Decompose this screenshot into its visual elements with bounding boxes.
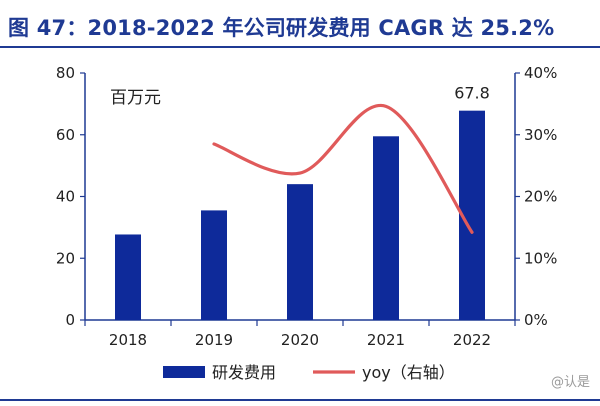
figure-title-text: 图 47：2018-2022 年公司研发费用 CAGR 达 25.2% bbox=[8, 16, 555, 40]
left-tick-label: 60 bbox=[56, 126, 75, 144]
right-tick-label: 0% bbox=[524, 311, 548, 329]
left-tick-label: 40 bbox=[56, 188, 75, 206]
x-tick-label: 2022 bbox=[453, 331, 491, 349]
right-tick-label: 40% bbox=[524, 64, 557, 82]
legend-bar-swatch bbox=[163, 366, 205, 378]
x-tick-label: 2018 bbox=[109, 331, 147, 349]
right-tick-label: 30% bbox=[524, 126, 557, 144]
x-tick-label: 2019 bbox=[195, 331, 233, 349]
left-tick-label: 0 bbox=[65, 311, 75, 329]
footer-divider bbox=[0, 399, 600, 401]
bar-2019 bbox=[201, 210, 227, 320]
right-tick-label: 20% bbox=[524, 188, 557, 206]
legend-line-label: yoy（右轴） bbox=[362, 363, 455, 382]
unit-label: 百万元 bbox=[110, 88, 161, 108]
bar-2020 bbox=[287, 184, 313, 320]
bar-2018 bbox=[115, 234, 141, 320]
left-tick-label: 20 bbox=[56, 249, 75, 267]
bar-2021 bbox=[373, 136, 399, 320]
left-tick-label: 80 bbox=[56, 64, 75, 82]
x-tick-label: 2020 bbox=[281, 331, 319, 349]
data-label-2022: 67.8 bbox=[454, 84, 490, 103]
legend-bar-label: 研发费用 bbox=[212, 363, 276, 382]
title-divider bbox=[0, 46, 600, 48]
yoy-line bbox=[212, 103, 474, 234]
x-tick-label: 2021 bbox=[367, 331, 405, 349]
right-tick-label: 10% bbox=[524, 249, 557, 267]
watermark-text: @认是 bbox=[551, 375, 590, 390]
